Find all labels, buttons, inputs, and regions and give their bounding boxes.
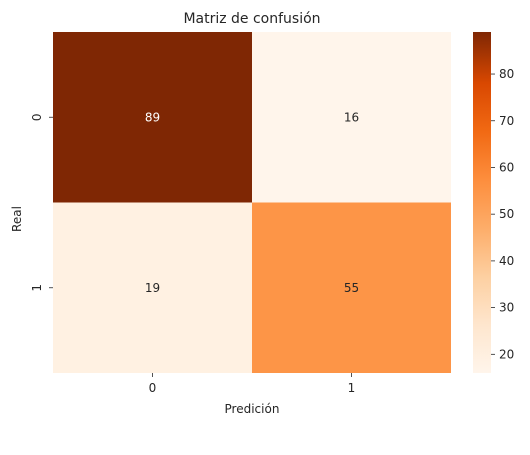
chart-title: Matriz de confusión [183, 11, 320, 27]
x-axis-label: Predición [225, 402, 280, 416]
x-tick-label: 1 [348, 381, 356, 395]
colorbar-tick-label: 20 [499, 347, 514, 361]
colorbar-tick-label: 60 [499, 160, 514, 174]
cell-value-label: 19 [145, 281, 160, 295]
x-tick-label: 0 [149, 381, 157, 395]
colorbar-tick-label: 30 [499, 301, 514, 315]
colorbar [473, 32, 491, 373]
y-axis-label: Real [10, 206, 24, 232]
y-tick-label: 1 [30, 284, 44, 292]
y-axis-ticks: 01 [30, 113, 53, 292]
heatmap-cells: 89 16 19 55 [53, 32, 451, 373]
y-tick-label: 0 [30, 113, 44, 121]
colorbar-tick-label: 70 [499, 114, 514, 128]
colorbar-tick-label: 80 [499, 67, 514, 81]
heatmap-cell [53, 202, 252, 373]
colorbar-tick-label: 40 [499, 254, 514, 268]
colorbar-ticks: 20 30 40 50 60 70 80 [491, 67, 514, 361]
cell-value-label: 16 [344, 110, 359, 124]
heatmap-cell [252, 32, 451, 203]
cell-value-label: 55 [344, 281, 359, 295]
cell-value-label: 89 [145, 110, 160, 124]
heatmap-cell [252, 202, 451, 373]
colorbar-tick-label: 50 [499, 207, 514, 221]
heatmap-cell [53, 32, 252, 203]
